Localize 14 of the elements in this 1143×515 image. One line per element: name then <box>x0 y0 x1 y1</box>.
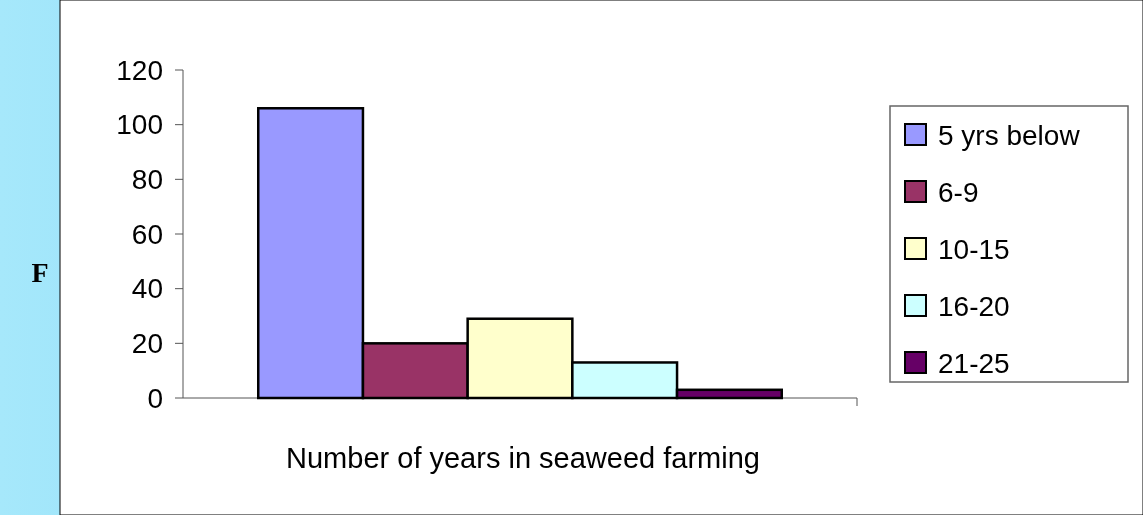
y-tick-label: 0 <box>147 382 163 414</box>
y-tick-label: 20 <box>131 328 163 360</box>
y-tick-label: 100 <box>116 109 163 141</box>
legend-label: 10-15 <box>938 233 1010 265</box>
x-axis-title: Number of years in seaweed farming <box>286 442 760 474</box>
legend-label: 16-20 <box>938 290 1010 322</box>
y-tick-label: 40 <box>131 273 163 305</box>
legend-label: 5 yrs below <box>938 119 1081 151</box>
legend-label: 21-25 <box>938 347 1010 379</box>
y-tick-label: 120 <box>116 54 163 86</box>
y-axis-title: F <box>31 256 49 288</box>
y-tick-label: 60 <box>131 218 163 250</box>
y-tick-label: 80 <box>131 164 163 196</box>
legend-label: 6-9 <box>938 176 979 208</box>
